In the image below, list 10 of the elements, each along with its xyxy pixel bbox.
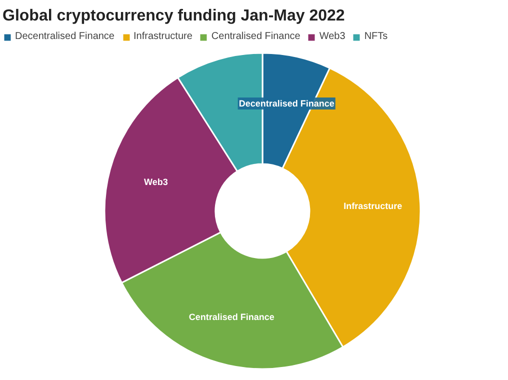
- slice-label: Decentralised Finance: [238, 98, 334, 108]
- slice-label: Infrastructure: [344, 200, 402, 211]
- legend-label: NFTs: [364, 31, 388, 42]
- slice-label: Web3: [144, 176, 168, 187]
- slice-label: Centralised Finance: [188, 312, 274, 322]
- legend-label: Infrastructure: [134, 31, 192, 42]
- legend-label: Web3: [319, 31, 346, 42]
- legend-label: Centralised Finance: [211, 31, 300, 42]
- legend-label: Decentralised Finance: [15, 31, 114, 42]
- chart-title: Global cryptocurrency funding Jan-May 2022: [2, 8, 345, 24]
